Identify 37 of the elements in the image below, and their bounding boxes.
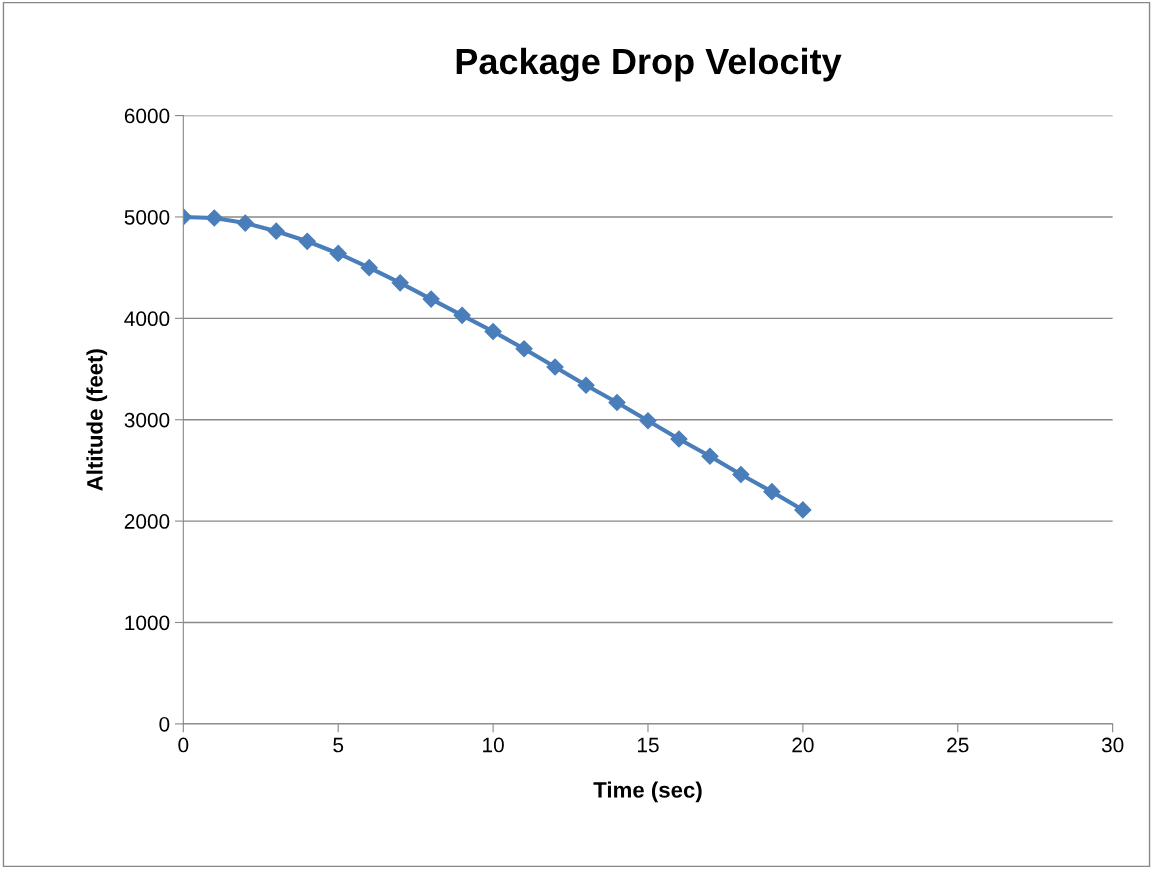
point — [298, 232, 316, 250]
x-tick-label: 30 — [1101, 737, 1124, 753]
y-tick-label: 6000 — [124, 108, 170, 124]
point — [639, 412, 657, 430]
y-tick-label: 1000 — [125, 615, 170, 631]
x-tick-label: 15 — [637, 737, 659, 753]
point — [577, 376, 595, 394]
y-tick-label: 4000 — [124, 311, 170, 327]
point — [701, 447, 719, 465]
y-tick-label: 3000 — [124, 412, 170, 428]
x-tick-label: 0 — [178, 737, 189, 753]
x-tick-label: 20 — [792, 737, 814, 753]
point — [329, 244, 347, 263]
point — [453, 306, 471, 324]
point — [205, 209, 223, 227]
point — [546, 358, 564, 376]
y-axis-title: Altitude (feet) — [86, 349, 108, 491]
point — [732, 465, 750, 484]
point — [360, 259, 378, 277]
y-tick-label: 2000 — [124, 514, 170, 529]
point — [422, 290, 440, 308]
x-axis-title: Time (sec) — [593, 781, 702, 803]
point — [267, 222, 285, 240]
point — [236, 214, 254, 232]
y-tick-label: 0 — [159, 716, 170, 732]
x-tick-label: 25 — [947, 737, 969, 753]
point — [515, 340, 533, 358]
point — [670, 430, 688, 448]
y-tick-label: 5000 — [124, 209, 170, 225]
x-tick-label: 10 — [483, 737, 504, 753]
x-tick-label: 5 — [333, 737, 344, 753]
point — [391, 274, 409, 292]
point — [763, 483, 781, 501]
chart-title: Package Drop Velocity — [456, 47, 842, 82]
point — [608, 393, 626, 412]
point — [794, 501, 812, 519]
point — [484, 322, 502, 341]
